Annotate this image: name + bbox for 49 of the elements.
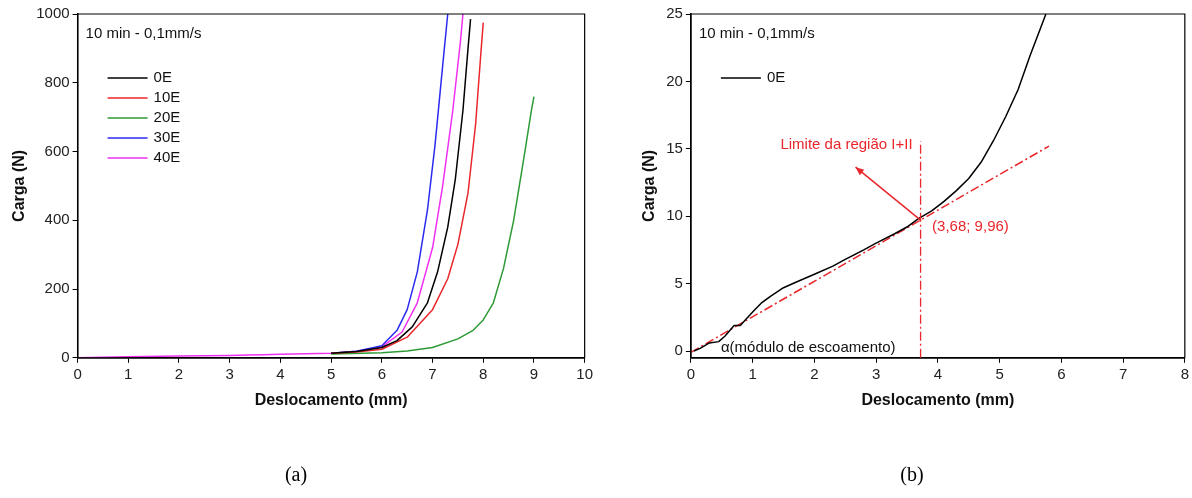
x-tick-label: 5	[326, 364, 336, 382]
y-tick-label: 15	[666, 138, 683, 156]
x-tick-label: 5	[995, 364, 1004, 382]
x-axis-title: Deslocamento (mm)	[861, 390, 1015, 408]
x-tick-label: 0	[73, 364, 82, 382]
y-tick-label: 200	[44, 279, 70, 297]
x-tick-label: 6	[377, 364, 386, 382]
text: (b)	[900, 463, 924, 487]
y-tick-label: 5	[674, 273, 683, 291]
x-tick-label: 8	[479, 364, 488, 382]
legend-label: 40E	[153, 148, 181, 166]
x-tick-label: 3	[871, 364, 881, 382]
text: (a)	[284, 463, 308, 487]
x-tick-label: 9	[529, 364, 539, 382]
y-axis-title: Carga (N)	[10, 149, 28, 222]
x-tick-label: 4	[276, 364, 285, 382]
legend-label: 10E	[153, 88, 181, 106]
x-tick-label: 0	[686, 364, 696, 382]
annotation: (3,68; 9,96)	[932, 216, 1009, 234]
y-tick-label: 800	[44, 72, 70, 90]
legend-label: 20E	[153, 108, 181, 126]
y-tick-label: 1000	[36, 4, 70, 22]
y-tick-label: 600	[44, 141, 70, 159]
y-tick-label: 0	[61, 347, 70, 365]
annotation: α(módulo de escoamento)	[720, 337, 896, 355]
y-tick-label: 0	[674, 341, 683, 359]
ref-line-label: Limite da região I+II	[780, 135, 913, 153]
x-tick-label: 8	[1180, 364, 1189, 382]
y-axis-title: Carga (N)	[640, 149, 658, 222]
annotation: 10 min - 0,1mm/s	[698, 24, 815, 42]
legend-label: 0E	[153, 68, 172, 86]
x-tick-label: 3	[225, 364, 234, 382]
x-tick-label: 7	[1118, 364, 1128, 382]
x-tick-label: 4	[933, 364, 943, 382]
x-tick-label: 10	[576, 364, 593, 382]
x-tick-label: 7	[428, 364, 437, 382]
legend-label: 30E	[153, 128, 181, 146]
x-tick-label: 6	[1057, 364, 1066, 382]
y-tick-label: 20	[666, 71, 683, 89]
annotation: 10 min - 0,1mm/s	[85, 24, 202, 42]
x-tick-label: 2	[810, 364, 819, 382]
y-tick-label: 10	[666, 206, 683, 224]
y-tick-label: 400	[44, 210, 70, 228]
x-tick-label: 1	[124, 364, 133, 382]
y-tick-label: 25	[666, 4, 683, 22]
x-axis-title: Deslocamento (mm)	[254, 390, 408, 408]
x-tick-label: 2	[174, 364, 184, 382]
x-tick-label: 1	[748, 364, 757, 382]
legend-label: 0E	[766, 68, 786, 86]
